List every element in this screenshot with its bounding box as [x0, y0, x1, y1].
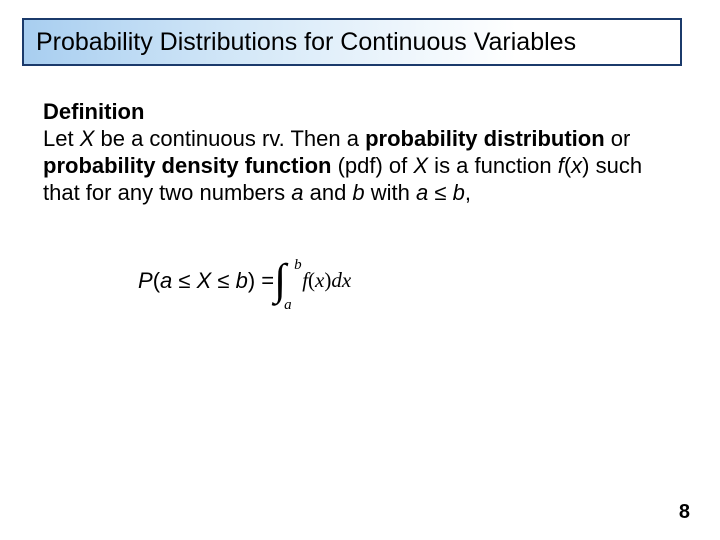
- var-x: x: [571, 153, 582, 178]
- text: Let: [43, 126, 80, 151]
- integrand: f(x)dx: [302, 267, 351, 294]
- term-prob-dist: probability distribution: [365, 126, 605, 151]
- text: (pdf) of: [331, 153, 413, 178]
- var-X: X: [413, 153, 428, 178]
- var-P: P: [138, 268, 153, 293]
- var-a: a: [416, 180, 428, 205]
- definition-heading: Definition: [43, 98, 675, 125]
- var-x: x: [315, 268, 324, 292]
- equation-row: P(a ≤ X ≤ b) = ∫ b a f(x)dx: [138, 258, 351, 302]
- var-b: b: [352, 180, 364, 205]
- integral-upper-bound: b: [294, 252, 302, 279]
- integral: ∫ b a f(x)dx: [274, 258, 351, 302]
- text: or: [605, 126, 631, 151]
- body-text-block: Definition Let X be a continuous rv. The…: [43, 98, 675, 206]
- leq: ≤: [172, 268, 196, 293]
- integral-lower-bound: a: [284, 292, 292, 319]
- paren-open: (: [153, 268, 160, 293]
- text: with: [365, 180, 416, 205]
- var-a: a: [291, 180, 303, 205]
- var-a: a: [160, 268, 172, 293]
- term-pdf: probability density function: [43, 153, 331, 178]
- dx: dx: [331, 268, 351, 292]
- text: ,: [465, 180, 471, 205]
- page-number: 8: [679, 501, 690, 524]
- title-box: Probability Distributions for Continuous…: [22, 18, 682, 66]
- var-X: X: [80, 126, 95, 151]
- slide-title: Probability Distributions for Continuous…: [24, 28, 576, 57]
- text: and: [303, 180, 352, 205]
- text: be a continuous rv. Then a: [94, 126, 365, 151]
- leq: ≤: [428, 180, 452, 205]
- var-b: b: [236, 268, 248, 293]
- paren-open: (: [308, 268, 315, 292]
- var-X: X: [197, 268, 212, 293]
- slide: Probability Distributions for Continuous…: [0, 0, 720, 540]
- var-b: b: [453, 180, 465, 205]
- equation-lhs: P(a ≤ X ≤ b) =: [138, 267, 274, 294]
- leq: ≤: [211, 268, 235, 293]
- text: is a function: [428, 153, 558, 178]
- paren-close-eq: ) =: [248, 268, 274, 293]
- definition-paragraph: Let X be a continuous rv. Then a probabi…: [43, 125, 675, 206]
